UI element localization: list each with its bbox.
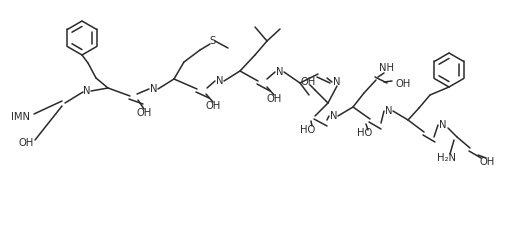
Text: N: N <box>333 77 341 87</box>
Text: N: N <box>330 111 338 121</box>
Text: H₂N: H₂N <box>437 153 457 163</box>
Text: N: N <box>385 106 393 116</box>
Text: OH: OH <box>300 77 315 87</box>
Text: N: N <box>276 67 284 77</box>
Text: N: N <box>439 120 447 130</box>
Text: N: N <box>83 86 91 96</box>
Text: OH: OH <box>18 138 34 148</box>
Text: OH: OH <box>395 79 410 89</box>
Text: HO: HO <box>300 125 315 135</box>
Text: OH: OH <box>480 157 495 167</box>
Text: N: N <box>216 76 224 86</box>
Text: HO: HO <box>357 128 373 138</box>
Text: OH: OH <box>136 108 151 118</box>
Text: OH: OH <box>205 101 220 111</box>
Text: IMN: IMN <box>11 112 29 122</box>
Text: S: S <box>210 36 216 46</box>
Text: OH: OH <box>266 94 281 104</box>
Text: N: N <box>150 84 158 94</box>
Text: NH: NH <box>378 63 394 73</box>
